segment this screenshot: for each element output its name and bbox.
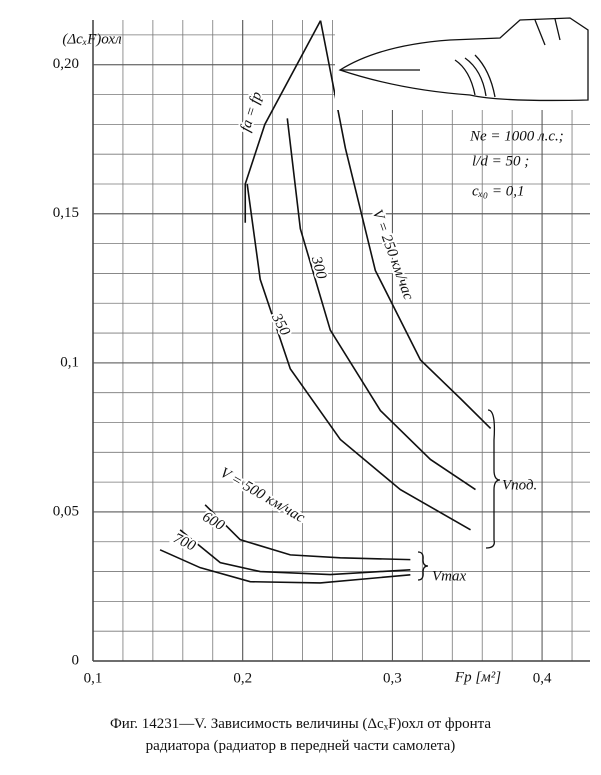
x-axis-title: Fр [м²]: [454, 669, 501, 685]
y-tick-label: 0,20: [53, 56, 79, 72]
brace: [417, 551, 429, 581]
x-tick-label: 0,2: [233, 670, 252, 686]
curve: [246, 183, 471, 531]
annotation: Vпод.: [502, 477, 537, 493]
x-tick-label: 0,3: [383, 670, 402, 686]
annotation: cₓ₀ = 0,1: [472, 183, 525, 199]
curve-label: 300: [308, 254, 330, 281]
y-tick-label: 0,05: [53, 503, 79, 519]
caption: радиатора (радиатор в передней части сам…: [145, 738, 456, 754]
annotation: l/d = 50 ;: [472, 153, 529, 169]
curve: [159, 549, 411, 584]
annotation: Ne = 1000 л.с.;: [469, 128, 564, 144]
x-tick-label: 0,4: [533, 670, 552, 686]
curve: [286, 118, 476, 491]
y-tick-label: 0,1: [60, 354, 79, 370]
brace: [485, 409, 501, 549]
sketch-box: [335, 12, 590, 110]
curve: [319, 20, 492, 430]
curve-label: V = 500 км/час: [217, 465, 307, 526]
y-tick-label: 0,15: [53, 205, 79, 221]
annotation: Vmax: [432, 568, 466, 584]
curve: [179, 529, 411, 576]
airplane-sketch: [338, 17, 589, 102]
curve-label: 700: [171, 530, 199, 554]
caption: Фиг. 14231—V. Зависимость величины (ΔcₓF…: [109, 716, 492, 732]
curve-label: fa = fр: [238, 89, 266, 133]
y-axis-title: (ΔcₓF)охл: [62, 31, 122, 47]
curve: [244, 20, 322, 223]
curve: [204, 504, 411, 561]
x-tick-label: 0,1: [84, 670, 103, 686]
curve-label: 600: [200, 509, 228, 534]
y-tick-label: 0: [72, 652, 80, 668]
